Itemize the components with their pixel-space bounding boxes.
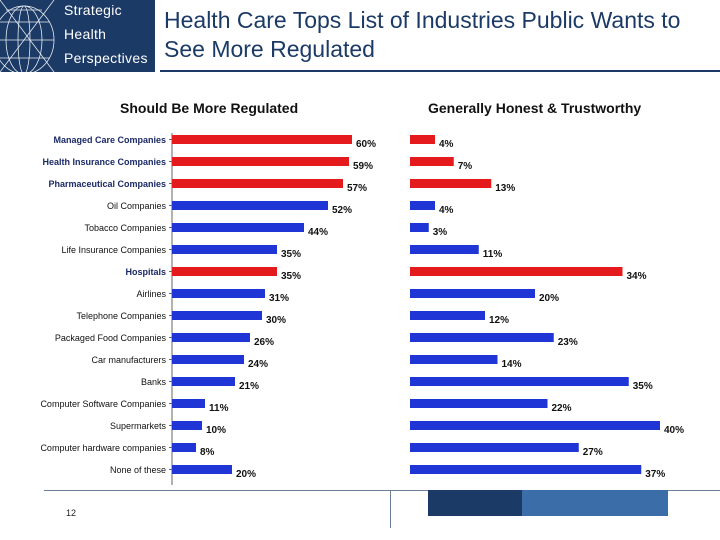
- left-value-label: 60%: [356, 139, 376, 150]
- left-bar: [172, 355, 244, 364]
- left-value-label: 35%: [281, 249, 301, 260]
- left-value-label: 44%: [308, 227, 328, 238]
- right-bar: [410, 267, 623, 276]
- right-bar: [410, 135, 435, 144]
- left-category-label: Hospitals: [125, 267, 166, 277]
- right-bar: [410, 421, 660, 430]
- right-bar: [410, 377, 629, 386]
- left-category-label: Banks: [141, 377, 167, 387]
- left-value-label: 59%: [353, 161, 373, 172]
- left-value-label: 21%: [239, 381, 259, 392]
- left-value-label: 10%: [206, 425, 226, 436]
- right-bar: [410, 333, 554, 342]
- left-bar: [172, 135, 352, 144]
- left-bar: [172, 421, 202, 430]
- left-category-label: Packaged Food Companies: [55, 333, 167, 343]
- footer-accent-dark: [428, 490, 522, 516]
- left-chart-title: Should Be More Regulated: [120, 100, 299, 116]
- right-value-label: 22%: [552, 403, 572, 414]
- left-bar: [172, 465, 232, 474]
- right-bar: [410, 355, 498, 364]
- right-bar: [410, 245, 479, 254]
- left-value-label: 20%: [236, 469, 256, 480]
- title-divider: [160, 70, 720, 72]
- left-category-label: Oil Companies: [107, 201, 167, 211]
- right-value-label: 23%: [558, 337, 578, 348]
- left-bar: [172, 399, 205, 408]
- left-value-label: 8%: [200, 447, 215, 458]
- right-value-label: 13%: [495, 183, 515, 194]
- left-bar: [172, 333, 250, 342]
- right-value-label: 27%: [583, 447, 603, 458]
- left-category-label: Supermarkets: [110, 421, 167, 431]
- left-value-label: 52%: [332, 205, 352, 216]
- right-bar: [410, 289, 535, 298]
- left-category-label: Life Insurance Companies: [61, 245, 166, 255]
- footer-divider: [44, 490, 720, 491]
- left-bar: [172, 311, 262, 320]
- left-bar: [172, 443, 196, 452]
- right-value-label: 4%: [439, 139, 454, 150]
- logo-word: Health: [64, 26, 107, 42]
- left-bar: [172, 201, 328, 210]
- left-value-label: 11%: [209, 403, 229, 414]
- logo-word: Strategic: [64, 2, 122, 18]
- right-chart-title: Generally Honest & Trustworthy: [428, 100, 642, 116]
- right-bar: [410, 223, 429, 232]
- footer-separator: [390, 490, 391, 528]
- logo-word: Perspectives: [64, 50, 148, 66]
- left-category-label: Pharmaceutical Companies: [48, 179, 166, 189]
- page-number: 12: [66, 508, 77, 518]
- left-bar: [172, 289, 265, 298]
- left-category-label: Computer hardware companies: [40, 443, 166, 453]
- globe-logo-icon: [0, 0, 55, 72]
- left-value-label: 30%: [266, 315, 286, 326]
- left-bar: [172, 245, 277, 254]
- right-value-label: 20%: [539, 293, 559, 304]
- right-value-label: 12%: [489, 315, 509, 326]
- left-value-label: 26%: [254, 337, 274, 348]
- right-bar: [410, 399, 548, 408]
- slide-title: Health Care Tops List of Industries Publ…: [164, 7, 681, 62]
- left-bar: [172, 157, 349, 166]
- right-bar: [410, 443, 579, 452]
- right-value-label: 34%: [627, 271, 647, 282]
- right-value-label: 7%: [458, 161, 473, 172]
- left-bar: [172, 223, 304, 232]
- left-category-label: Managed Care Companies: [53, 135, 166, 145]
- footer-accent-light: [522, 490, 668, 516]
- right-value-label: 3%: [433, 227, 448, 238]
- right-value-label: 35%: [633, 381, 653, 392]
- right-bar: [410, 201, 435, 210]
- right-value-label: 14%: [502, 359, 522, 370]
- left-bar: [172, 377, 235, 386]
- left-category-label: Computer Software Companies: [40, 399, 166, 409]
- left-bar: [172, 179, 343, 188]
- right-value-label: 37%: [645, 469, 665, 480]
- left-category-label: Telephone Companies: [76, 311, 166, 321]
- left-category-label: None of these: [110, 465, 166, 475]
- logo: Strategic Health Perspectives: [0, 0, 155, 72]
- right-bar: [410, 465, 642, 474]
- left-category-label: Car manufacturers: [91, 355, 166, 365]
- left-value-label: 57%: [347, 183, 367, 194]
- right-bar: [410, 311, 485, 320]
- right-bar: [410, 179, 492, 188]
- right-value-label: 4%: [439, 205, 454, 216]
- footer: 12: [44, 490, 720, 540]
- left-category-label: Airlines: [136, 289, 166, 299]
- right-value-label: 40%: [664, 425, 684, 436]
- left-value-label: 24%: [248, 359, 268, 370]
- left-value-label: 31%: [269, 293, 289, 304]
- left-category-label: Tobacco Companies: [84, 223, 166, 233]
- right-value-label: 11%: [483, 249, 503, 260]
- left-category-label: Health Insurance Companies: [42, 157, 166, 167]
- left-bar: [172, 267, 277, 276]
- left-value-label: 35%: [281, 271, 301, 282]
- right-bar: [410, 157, 454, 166]
